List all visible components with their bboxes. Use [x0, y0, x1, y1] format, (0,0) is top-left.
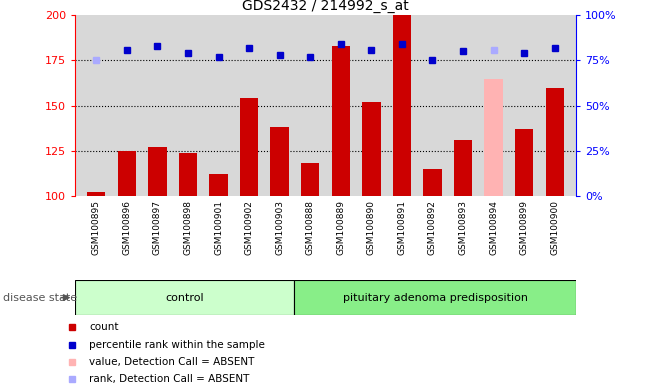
Bar [331, 46, 350, 196]
Bar [393, 15, 411, 196]
Bar [484, 79, 503, 196]
Bar [454, 140, 472, 196]
Text: percentile rank within the sample: percentile rank within the sample [89, 339, 266, 349]
Bar [362, 102, 381, 196]
Bar [210, 174, 228, 196]
Text: GSM100889: GSM100889 [337, 200, 345, 255]
Text: pituitary adenoma predisposition: pituitary adenoma predisposition [342, 293, 528, 303]
Bar [546, 88, 564, 196]
Bar [294, 280, 576, 315]
Text: GSM100894: GSM100894 [489, 200, 498, 255]
Text: GSM100896: GSM100896 [122, 200, 132, 255]
Text: rank, Detection Call = ABSENT: rank, Detection Call = ABSENT [89, 374, 250, 384]
Bar [301, 163, 320, 196]
Bar [87, 192, 105, 196]
Text: value, Detection Call = ABSENT: value, Detection Call = ABSENT [89, 357, 255, 367]
Text: GSM100895: GSM100895 [92, 200, 101, 255]
Title: GDS2432 / 214992_s_at: GDS2432 / 214992_s_at [242, 0, 409, 13]
Bar [148, 147, 167, 196]
Text: GSM100903: GSM100903 [275, 200, 284, 255]
Text: GSM100891: GSM100891 [397, 200, 406, 255]
Bar [118, 151, 136, 196]
Text: GSM100902: GSM100902 [245, 200, 254, 255]
Text: GSM100901: GSM100901 [214, 200, 223, 255]
Text: GSM100900: GSM100900 [550, 200, 559, 255]
Text: GSM100892: GSM100892 [428, 200, 437, 255]
Text: GSM100898: GSM100898 [184, 200, 193, 255]
Text: GSM100897: GSM100897 [153, 200, 162, 255]
Bar [515, 129, 533, 196]
Text: disease state: disease state [3, 293, 77, 303]
Bar [423, 169, 441, 196]
Text: GSM100890: GSM100890 [367, 200, 376, 255]
Bar [270, 127, 289, 196]
Text: GSM100893: GSM100893 [458, 200, 467, 255]
Bar [240, 98, 258, 196]
Text: control: control [165, 293, 204, 303]
Bar [75, 280, 294, 315]
Bar [179, 152, 197, 196]
Text: GSM100888: GSM100888 [306, 200, 314, 255]
Text: GSM100899: GSM100899 [519, 200, 529, 255]
Text: count: count [89, 322, 119, 332]
